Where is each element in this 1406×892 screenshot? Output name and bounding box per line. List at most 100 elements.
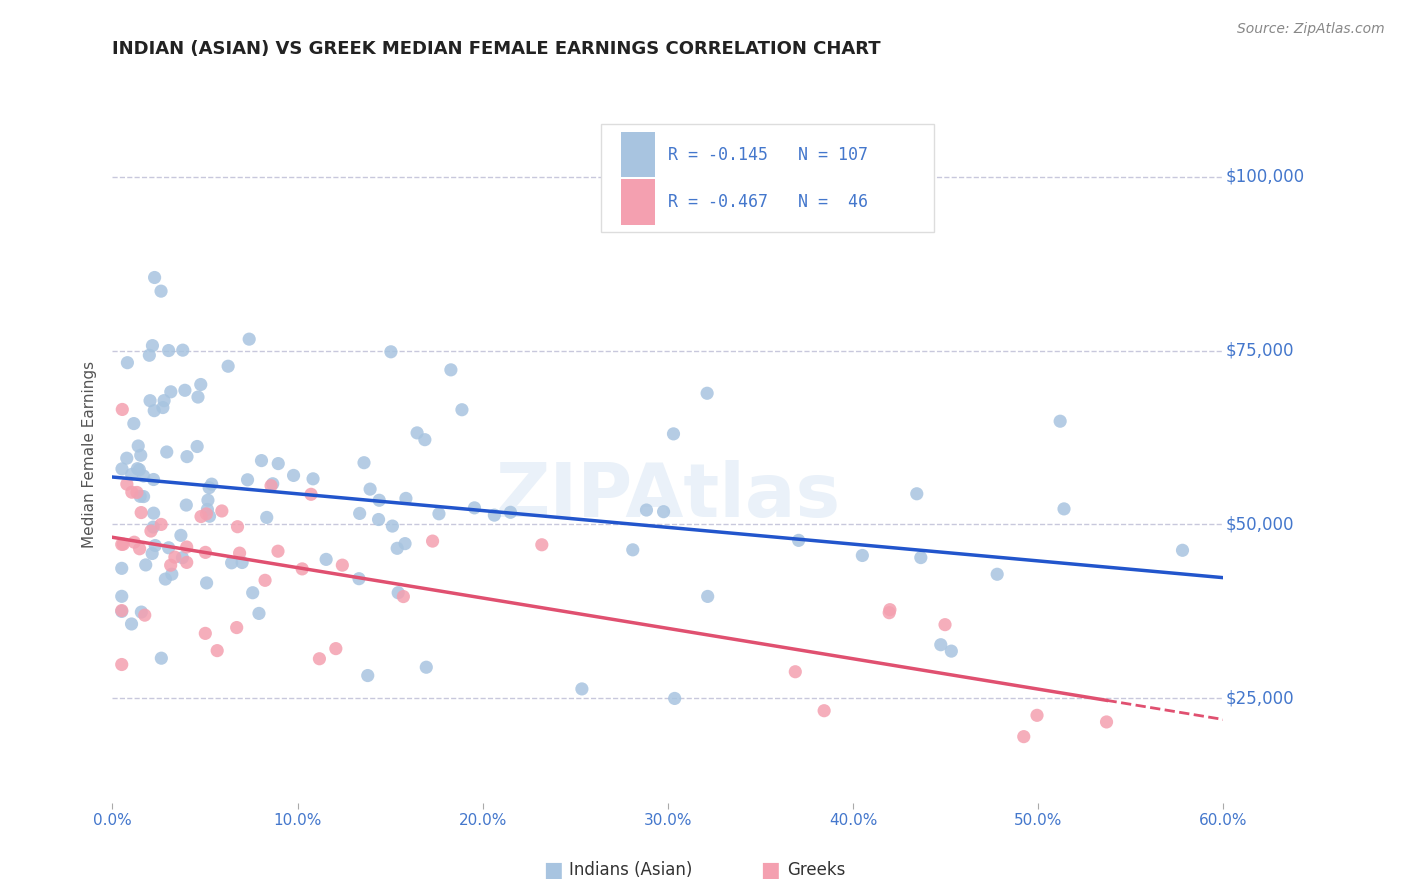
Point: [652, 505, 675, 519]
Point: [879, 602, 901, 616]
Point: [198, 481, 221, 495]
Point: [111, 462, 134, 476]
Text: ■: ■: [761, 860, 780, 880]
Point: [128, 541, 150, 556]
Point: [159, 384, 181, 399]
Point: [111, 537, 134, 551]
Point: [941, 644, 963, 658]
Point: [315, 552, 337, 566]
Point: [395, 491, 418, 506]
Point: [636, 503, 658, 517]
Point: [283, 468, 305, 483]
Point: [211, 504, 233, 518]
Point: [357, 668, 380, 682]
Point: [141, 547, 163, 561]
Point: [187, 390, 209, 404]
Point: [621, 542, 644, 557]
Point: [198, 509, 221, 524]
Point: [122, 535, 145, 549]
Point: [197, 502, 219, 516]
Point: [851, 549, 873, 563]
Point: [121, 485, 143, 500]
Point: [117, 356, 139, 370]
Point: [152, 401, 174, 415]
Point: [111, 603, 134, 617]
Point: [134, 608, 156, 623]
Point: [225, 621, 247, 635]
Point: [143, 270, 166, 285]
Point: [394, 536, 416, 550]
Point: [353, 456, 375, 470]
Point: [160, 567, 183, 582]
Point: [349, 507, 371, 521]
Point: [1095, 714, 1118, 729]
Point: [172, 343, 194, 358]
Point: [132, 490, 155, 504]
Text: Source: ZipAtlas.com: Source: ZipAtlas.com: [1237, 22, 1385, 37]
Point: [267, 457, 290, 471]
Point: [143, 403, 166, 417]
Text: ■: ■: [543, 860, 562, 880]
Text: INDIAN (ASIAN) VS GREEK MEDIAN FEMALE EARNINGS CORRELATION CHART: INDIAN (ASIAN) VS GREEK MEDIAN FEMALE EA…: [112, 40, 882, 58]
Point: [367, 512, 389, 526]
Text: $50,000: $50,000: [1226, 516, 1294, 533]
Point: [422, 534, 444, 549]
Point: [143, 539, 166, 553]
Point: [111, 657, 134, 672]
Point: [150, 284, 173, 298]
Point: [186, 440, 208, 454]
Point: [260, 479, 283, 493]
Point: [129, 506, 152, 520]
Point: [440, 363, 463, 377]
Point: [157, 343, 180, 358]
Point: [406, 425, 429, 440]
Point: [571, 681, 593, 696]
Point: [197, 493, 219, 508]
Point: [929, 638, 952, 652]
Text: R = -0.145   N = 107: R = -0.145 N = 107: [668, 145, 868, 163]
Point: [156, 445, 179, 459]
Point: [139, 393, 162, 408]
Point: [111, 402, 134, 417]
Point: [347, 572, 370, 586]
Point: [195, 576, 218, 591]
Point: [1049, 414, 1071, 428]
Point: [194, 545, 217, 559]
Point: [236, 473, 259, 487]
Point: [302, 472, 325, 486]
Point: [1053, 502, 1076, 516]
Point: [359, 482, 381, 496]
Point: [231, 556, 253, 570]
Point: [157, 541, 180, 555]
Point: [176, 540, 198, 554]
Point: [129, 448, 152, 462]
Point: [247, 607, 270, 621]
Point: [155, 572, 177, 586]
Point: [325, 641, 347, 656]
Point: [115, 477, 138, 491]
Point: [221, 556, 243, 570]
Point: [392, 590, 415, 604]
Point: [121, 467, 143, 482]
Point: [170, 528, 193, 542]
Text: R = -0.467   N =  46: R = -0.467 N = 46: [668, 193, 868, 211]
Point: [463, 500, 485, 515]
Point: [142, 520, 165, 534]
Point: [785, 665, 807, 679]
Point: [153, 393, 176, 408]
Point: [142, 473, 165, 487]
Point: [910, 550, 932, 565]
Point: [131, 605, 153, 619]
Point: [934, 617, 956, 632]
Point: [111, 561, 134, 575]
Point: [141, 338, 163, 352]
Point: [484, 508, 506, 523]
Point: [499, 505, 522, 519]
Point: [291, 562, 314, 576]
Point: [387, 586, 409, 600]
Point: [262, 476, 284, 491]
Point: [129, 489, 152, 503]
Point: [176, 498, 198, 512]
Point: [250, 453, 273, 467]
Point: [112, 537, 135, 551]
